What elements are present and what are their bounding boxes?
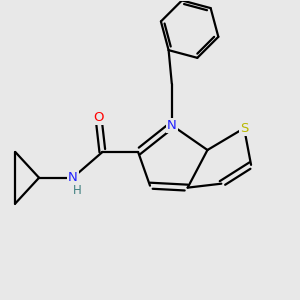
Text: N: N bbox=[167, 119, 177, 132]
Text: O: O bbox=[93, 111, 104, 124]
Text: S: S bbox=[240, 122, 248, 135]
Text: N: N bbox=[68, 171, 78, 184]
Text: H: H bbox=[73, 184, 82, 197]
